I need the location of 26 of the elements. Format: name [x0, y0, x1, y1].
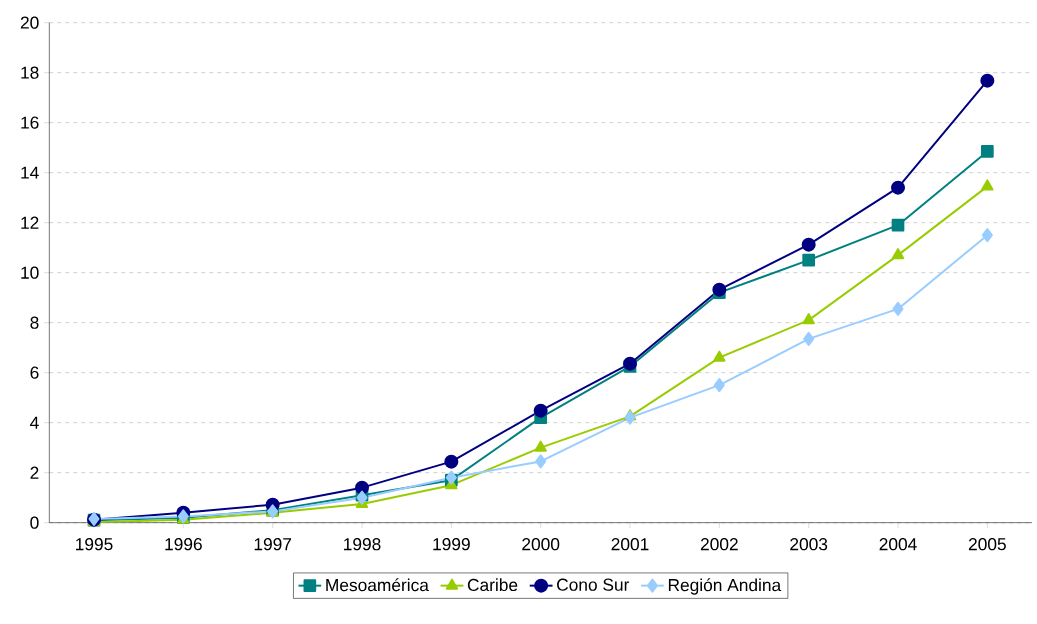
y-tick-label: 14	[21, 166, 39, 179]
x-tick-label: 1996	[165, 538, 202, 551]
y-tick-label: 6	[30, 366, 39, 379]
y-tick-label: 18	[21, 66, 39, 79]
x-tick-label: 2005	[968, 538, 1006, 551]
legend-label: Mesoamérica	[326, 578, 429, 592]
x-tick-label: 1995	[76, 538, 113, 551]
x-tick-label: 2002	[700, 538, 738, 551]
x-tick-label: 2000	[522, 538, 560, 551]
y-tick-label: 8	[30, 316, 39, 329]
x-tick-label: 2004	[879, 538, 917, 551]
y-tick-label: 20	[20, 16, 39, 29]
y-tick-label: 12	[21, 216, 39, 229]
y-tick-label: 16	[21, 116, 39, 129]
y-tick-label: 2	[30, 466, 39, 479]
x-tick-label: 1998	[344, 538, 381, 551]
legend-label: Caribe	[467, 578, 518, 592]
x-tick-label: 2001	[611, 538, 649, 551]
x-tick-label: 1997	[254, 538, 292, 551]
y-tick-label: 0	[30, 516, 39, 529]
x-tick-label: 2003	[790, 538, 828, 551]
legend-label: Región Andina	[668, 578, 782, 595]
y-tick-label: 10	[21, 266, 39, 279]
x-tick-label: 1999	[433, 538, 470, 551]
y-tick-label: 4	[30, 416, 39, 429]
legend-label: Cono Sur	[557, 578, 630, 591]
